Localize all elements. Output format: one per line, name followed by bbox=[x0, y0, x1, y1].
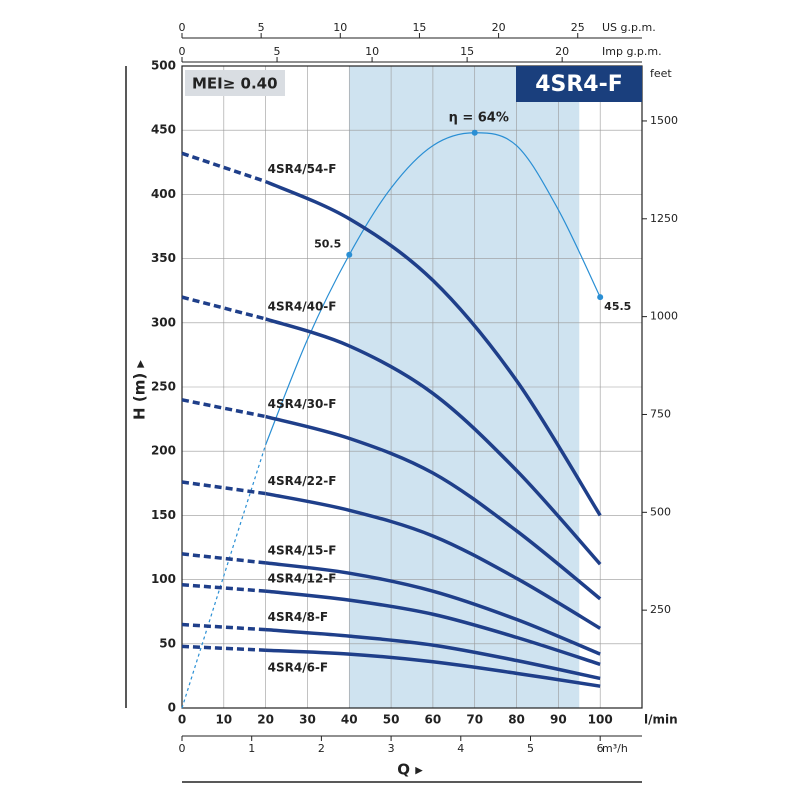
x-tick-label: 100 bbox=[588, 713, 613, 727]
pump-curve bbox=[265, 414, 602, 601]
y-tick-label: 400 bbox=[151, 187, 176, 201]
pump-curve-dashed bbox=[181, 295, 267, 321]
series-label: 4SR4/8-F bbox=[268, 610, 329, 624]
y-tick-label: 100 bbox=[151, 572, 176, 586]
axis-tick-label: 4 bbox=[457, 742, 464, 755]
y-axis-label: H (m) ▸ bbox=[131, 360, 149, 420]
x-tick-label: 30 bbox=[299, 713, 316, 727]
axis-tick-label: 0 bbox=[179, 21, 186, 34]
series-label: 4SR4/15-F bbox=[268, 543, 337, 557]
axis-unit: Imp g.p.m. bbox=[602, 45, 662, 58]
y-tick-label: 50 bbox=[159, 636, 176, 650]
pump-curve-dashed bbox=[181, 582, 266, 593]
axis-tick-label: 3 bbox=[388, 742, 395, 755]
axis-tick-label: 5 bbox=[274, 45, 281, 58]
axis-tick-label: 10 bbox=[333, 21, 347, 34]
x-tick-label: 70 bbox=[466, 713, 483, 727]
y-tick-label: 300 bbox=[151, 315, 176, 329]
x-tick-label: 80 bbox=[508, 713, 525, 727]
axis-tick-label: 10 bbox=[365, 45, 379, 58]
chart-title: 4SR4-F bbox=[535, 72, 623, 97]
axis-tick-label: 2 bbox=[318, 742, 325, 755]
badge-box bbox=[185, 70, 285, 96]
axis-unit: m³/h bbox=[602, 742, 628, 755]
pump-curve bbox=[265, 561, 601, 656]
axis-tick-label: 20 bbox=[492, 21, 506, 34]
pump-curve bbox=[265, 317, 602, 566]
efficiency-point bbox=[346, 251, 353, 258]
axis-tick-label: 0 bbox=[179, 45, 186, 58]
x-tick-label: 50 bbox=[383, 713, 400, 727]
pump-curve bbox=[265, 627, 601, 681]
pump-curve bbox=[265, 648, 601, 688]
series-label: 4SR4/12-F bbox=[268, 572, 337, 586]
y-tick-label: 450 bbox=[151, 123, 176, 137]
series-label: 4SR4/54-F bbox=[268, 162, 337, 176]
efficiency-label: 45.5 bbox=[604, 300, 631, 313]
efficiency-point bbox=[471, 129, 478, 136]
y2-tick-label: 750 bbox=[650, 407, 671, 420]
axis-unit: US g.p.m. bbox=[602, 21, 656, 34]
plot-frame bbox=[181, 65, 643, 709]
y-tick-label: 250 bbox=[151, 380, 176, 394]
pump-curve bbox=[265, 491, 602, 630]
axis-tick-label: 15 bbox=[460, 45, 474, 58]
axis-tick-label: 5 bbox=[258, 21, 265, 34]
series-label: 4SR4/22-F bbox=[268, 474, 337, 488]
pump-curve-dashed bbox=[181, 151, 267, 184]
pump-curve bbox=[264, 179, 602, 517]
y-tick-label: 350 bbox=[151, 251, 176, 265]
efficiency-point bbox=[597, 294, 604, 301]
y-tick-label: 150 bbox=[151, 508, 176, 522]
axis-tick-label: 20 bbox=[555, 45, 569, 58]
axis-tick-label: 5 bbox=[527, 742, 534, 755]
pump-curve-dashed bbox=[181, 480, 266, 496]
x-tick-label: 10 bbox=[215, 713, 232, 727]
series-label: 4SR4/40-F bbox=[268, 299, 337, 313]
y2-tick-label: 500 bbox=[650, 505, 671, 518]
pump-curve-dashed bbox=[181, 398, 266, 419]
y2-tick-label: 1000 bbox=[650, 310, 678, 323]
efficiency-line bbox=[181, 444, 267, 709]
pump-curve bbox=[265, 589, 601, 667]
axis-tick-label: 15 bbox=[412, 21, 426, 34]
x-tick-label: 0 bbox=[178, 713, 186, 727]
x-unit: l/min bbox=[644, 713, 678, 727]
axis-tick-label: 1 bbox=[248, 742, 255, 755]
pump-curve-dashed bbox=[181, 644, 266, 652]
pump-curve-dashed bbox=[181, 552, 266, 565]
y2-tick-label: 250 bbox=[650, 603, 671, 616]
series-label: 4SR4/6-F bbox=[268, 661, 329, 675]
series-label: 4SR4/30-F bbox=[268, 397, 337, 411]
axis-tick-label: 6 bbox=[597, 742, 604, 755]
efficiency-label: η = 64% bbox=[449, 110, 509, 125]
y-tick-label: 0 bbox=[168, 701, 176, 715]
x-tick-label: 20 bbox=[257, 713, 274, 727]
badge: MEI≥ 0.40 bbox=[192, 75, 278, 93]
title-box bbox=[516, 66, 642, 102]
efficiency-label: 50.5 bbox=[314, 238, 341, 251]
pump-curve-dashed bbox=[181, 622, 266, 632]
y2-tick-label: 1500 bbox=[650, 114, 678, 127]
x-tick-label: 60 bbox=[425, 713, 442, 727]
x-tick-label: 40 bbox=[341, 713, 358, 727]
y2-tick-label: 1250 bbox=[650, 212, 678, 225]
y-tick-label: 200 bbox=[151, 444, 176, 458]
x-tick-label: 90 bbox=[550, 713, 567, 727]
y-tick-label: 500 bbox=[151, 59, 176, 73]
axis-tick-label: 0 bbox=[179, 742, 186, 755]
axis-tick-label: 25 bbox=[571, 21, 585, 34]
y2-unit: feet bbox=[650, 67, 672, 80]
x-axis-label: Q ▸ bbox=[397, 761, 423, 779]
